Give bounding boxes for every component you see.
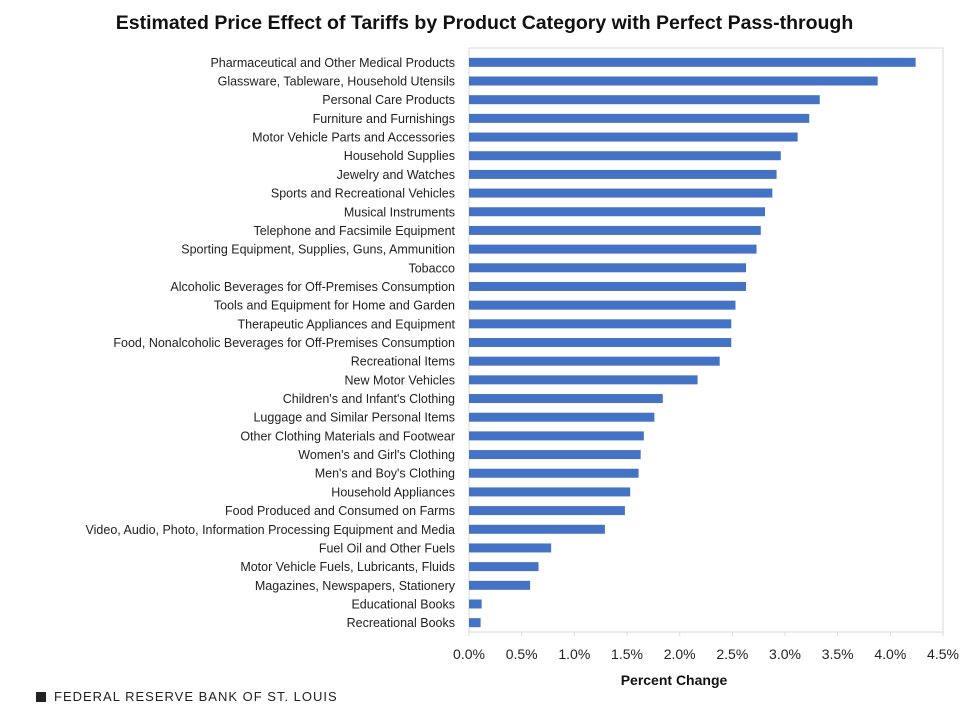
category-label: Glassware, Tableware, Household Utensils bbox=[218, 75, 455, 89]
bar bbox=[469, 244, 757, 254]
category-label: Fuel Oil and Other Fuels bbox=[319, 541, 455, 555]
category-label: Motor Vehicle Parts and Accessories bbox=[252, 131, 455, 145]
category-label: Alcoholic Beverages for Off-Premises Con… bbox=[170, 280, 455, 294]
bar bbox=[469, 562, 539, 572]
x-tick-label: 0.0% bbox=[453, 646, 485, 662]
bar bbox=[469, 375, 698, 385]
category-label: New Motor Vehicles bbox=[345, 373, 455, 387]
x-tick-label: 4.0% bbox=[874, 646, 906, 662]
bar bbox=[469, 543, 552, 553]
x-tick-label: 2.0% bbox=[664, 646, 696, 662]
logo-square-icon bbox=[36, 691, 46, 702]
bar bbox=[469, 76, 878, 86]
category-label: Sports and Recreational Vehicles bbox=[271, 187, 455, 201]
category-label: Video, Audio, Photo, Information Process… bbox=[86, 523, 455, 537]
x-tick-label: 1.5% bbox=[611, 646, 643, 662]
category-label: Recreational Items bbox=[351, 355, 455, 369]
category-label: Musical Instruments bbox=[344, 205, 455, 219]
bar bbox=[469, 450, 641, 460]
bar bbox=[469, 599, 482, 609]
x-tick-label: 3.5% bbox=[822, 646, 854, 662]
category-label: Women's and Girl's Clothing bbox=[298, 448, 455, 462]
x-tick-label: 1.0% bbox=[558, 646, 590, 662]
category-label: Magazines, Newspapers, Stationery bbox=[255, 579, 456, 593]
bar bbox=[469, 506, 625, 516]
bar bbox=[469, 356, 720, 366]
category-label: Tools and Equipment for Home and Garden bbox=[214, 299, 455, 313]
bar bbox=[469, 169, 777, 179]
category-label: Household Appliances bbox=[331, 485, 455, 499]
bar bbox=[469, 263, 747, 273]
bar bbox=[469, 225, 761, 235]
x-tick-label: 3.0% bbox=[769, 646, 801, 662]
bar bbox=[469, 412, 655, 422]
bar bbox=[469, 113, 810, 123]
bar bbox=[469, 618, 481, 628]
x-axis-label: Percent Change bbox=[621, 672, 728, 688]
x-tick-label: 4.5% bbox=[927, 646, 959, 662]
category-label: Educational Books bbox=[351, 597, 455, 611]
bar bbox=[469, 394, 663, 404]
category-label: Personal Care Products bbox=[322, 93, 455, 107]
bar bbox=[469, 207, 765, 217]
category-label: Pharmaceutical and Other Medical Product… bbox=[210, 56, 455, 70]
bar bbox=[469, 57, 916, 67]
bar bbox=[469, 188, 773, 198]
x-tick-label: 2.5% bbox=[716, 646, 748, 662]
category-label: Tobacco bbox=[408, 261, 455, 275]
category-label: Furniture and Furnishings bbox=[313, 112, 455, 126]
category-label: Recreational Books bbox=[347, 616, 455, 630]
bar bbox=[469, 281, 747, 291]
category-label: Other Clothing Materials and Footwear bbox=[240, 429, 455, 443]
bar bbox=[469, 431, 644, 441]
bar bbox=[469, 468, 639, 478]
bar bbox=[469, 151, 781, 161]
category-label: Sporting Equipment, Supplies, Guns, Ammu… bbox=[181, 243, 455, 257]
category-label: Therapeutic Appliances and Equipment bbox=[237, 317, 455, 331]
bar bbox=[469, 580, 531, 590]
x-tick-label: 0.5% bbox=[506, 646, 538, 662]
bar bbox=[469, 95, 820, 105]
category-label: Luggage and Similar Personal Items bbox=[253, 411, 455, 425]
category-label: Food Produced and Consumed on Farms bbox=[225, 504, 455, 518]
bar bbox=[469, 338, 732, 347]
category-label: Children's and Infant's Clothing bbox=[283, 392, 455, 406]
category-label: Telephone and Facsimile Equipment bbox=[253, 224, 455, 238]
category-label: Jewelry and Watches bbox=[337, 168, 455, 182]
category-label: Household Supplies bbox=[344, 149, 455, 163]
footer-text: FEDERAL RESERVE BANK OF ST. LOUIS bbox=[54, 689, 338, 704]
bar bbox=[469, 319, 732, 329]
bar bbox=[469, 300, 736, 310]
category-label: Men's and Boy's Clothing bbox=[315, 467, 455, 481]
bar bbox=[469, 487, 631, 497]
category-label: Motor Vehicle Fuels, Lubricants, Fluids bbox=[240, 560, 455, 574]
bar bbox=[469, 524, 605, 534]
bar bbox=[469, 132, 798, 142]
chart-title: Estimated Price Effect of Tariffs by Pro… bbox=[115, 12, 854, 34]
footer-source: FEDERAL RESERVE BANK OF ST. LOUIS bbox=[36, 689, 338, 704]
category-label: Food, Nonalcoholic Beverages for Off-Pre… bbox=[113, 336, 455, 350]
